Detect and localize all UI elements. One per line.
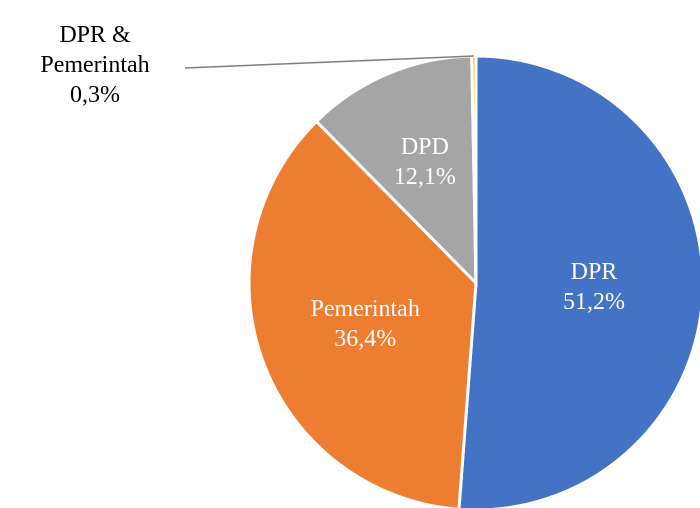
data-label: DPD 12,1% (394, 132, 456, 192)
value-label: 36,4% (334, 325, 397, 352)
pie-slice (457, 54, 700, 508)
value-label: 12,1% (393, 163, 456, 190)
category-label: DPR & Pemerintah (40, 22, 150, 78)
data-label: DPR 51,2% (563, 257, 625, 317)
pie-slice (247, 119, 478, 508)
category-label: DPD (400, 133, 449, 160)
data-label: DPR & Pemerintah 0,3% (5, 20, 185, 110)
value-label: 51,2% (562, 289, 625, 316)
data-label: Pemerintah 36,4% (311, 294, 420, 354)
category-label: Pemerintah (310, 295, 420, 322)
value-label: 0,3% (70, 82, 120, 108)
category-label: DPR (570, 259, 618, 286)
leader-line (184, 55, 474, 69)
